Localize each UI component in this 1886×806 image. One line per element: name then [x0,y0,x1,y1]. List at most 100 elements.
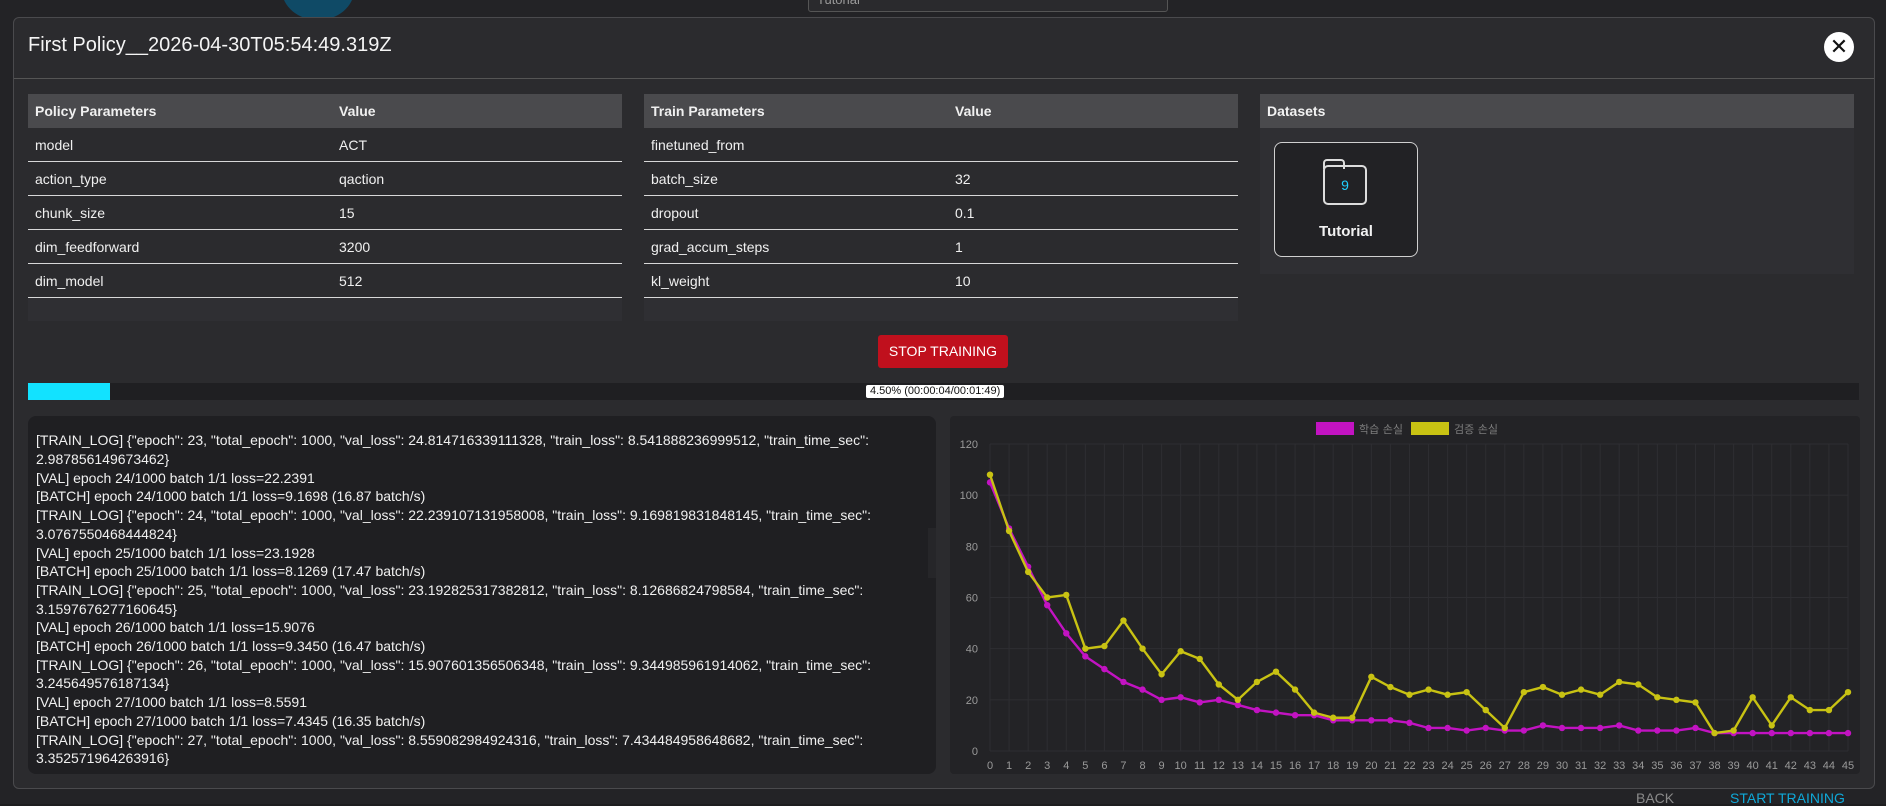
log-line: [TRAIN_LOG] {"epoch": 25, "total_epoch":… [36,581,868,617]
log-scrollbar[interactable] [928,528,936,578]
y-tick-label: 0 [972,746,978,758]
data-point [1215,696,1222,704]
dataset-card[interactable]: 9 Tutorial [1274,142,1418,257]
data-point [1692,699,1699,706]
x-tick-label: 34 [1632,760,1644,772]
data-point [1234,701,1242,709]
y-tick-label: 120 [960,439,978,451]
data-point [1387,683,1394,691]
log-line: [TRAIN_LOG] {"epoch": 26, "total_epoch":… [36,656,875,692]
table-row: chunk_size 15 [28,195,622,230]
param-key: kl_weight [644,263,948,298]
data-point [1272,668,1280,675]
data-point [1482,724,1489,732]
x-tick-label: 28 [1518,760,1530,772]
table-row: batch_size 32 [644,161,1238,196]
y-tick-label: 20 [966,695,978,707]
data-point [1253,678,1261,686]
y-tick-label: 80 [966,541,978,553]
param-value: 15 [332,195,622,230]
training-log[interactable]: [TRAIN_LOG] {"epoch": 23, "total_epoch":… [28,416,936,774]
log-line: [VAL] epoch 25/1000 batch 1/1 loss=23.19… [36,544,315,561]
log-line: [VAL] epoch 27/1000 batch 1/1 loss=8.559… [36,694,308,711]
log-line: [VAL] epoch 24/1000 batch 1/1 loss=22.23… [36,469,315,486]
loss-chart: 0 20 40 60 80 100 120 0 1 2 3 4 5 6 7 8 9 10 11 12 13 14 15 16 1… [950,416,1860,774]
data-point [1425,686,1432,693]
log-line: [BATCH] epoch 25/1000 batch 1/1 loss=8.1… [36,563,426,580]
data-point [1673,696,1680,704]
param-value: 3200 [332,229,622,264]
x-tick-label: 39 [1727,760,1739,772]
policy-value-header: Value [332,94,622,128]
train-params-table: Train Parameters Value finetuned_from ba… [644,94,1238,298]
y-tick-label: 60 [966,593,978,605]
policy-params-header: Policy Parameters [28,94,332,128]
data-point [1654,694,1661,701]
x-tick-label: 13 [1232,760,1244,772]
legend-label: 학습 손실 [1359,423,1403,436]
data-point [1120,678,1127,686]
x-tick-label: 37 [1689,760,1701,772]
x-tick-label: 23 [1422,760,1434,772]
table-row: dropout 0.1 [644,195,1238,230]
data-point [1368,673,1375,681]
datasets-title: Datasets [1260,94,1854,128]
x-tick-label: 14 [1251,760,1263,772]
x-tick-label: 29 [1537,760,1549,772]
x-tick-label: 15 [1270,760,1282,772]
data-point [1749,729,1756,737]
log-line: [BATCH] epoch 27/1000 batch 1/1 loss=7.4… [36,712,426,729]
data-point [1654,727,1661,734]
data-point [1387,717,1394,724]
data-point [1596,691,1604,698]
y-tick-label: 40 [966,644,978,656]
data-point [1806,729,1814,737]
data-point [1101,665,1108,673]
data-point [1406,691,1413,698]
x-tick-label: 41 [1766,760,1778,772]
back-button[interactable]: BACK [1636,790,1675,806]
data-point [1768,722,1775,729]
stop-training-button[interactable]: STOP TRAINING [878,335,1008,368]
table-row: dim_feedforward 3200 [28,229,622,264]
data-point [1063,630,1070,637]
data-point [1520,727,1528,734]
data-point [1749,694,1756,701]
data-point [1349,714,1356,721]
background-search-input[interactable]: Tutorial [808,0,1168,12]
series-line-1 [988,474,1849,735]
data-point [1044,601,1051,609]
close-icon[interactable]: ✕ [1824,32,1854,62]
data-point [1482,706,1489,714]
start-training-button[interactable]: START TRAINING [1730,790,1845,806]
x-tick-label: 1 [1006,760,1012,772]
policy-params-table: Policy Parameters Value model ACT action_… [28,94,622,298]
data-point [1406,719,1413,727]
data-point [1558,724,1566,732]
progress-fill [28,383,111,400]
data-point [1730,727,1737,734]
policy-params-panel: Policy Parameters Value model ACT action_… [28,94,622,321]
data-point [1120,617,1127,624]
table-row: dim_model 512 [28,263,622,298]
data-point [1005,527,1013,535]
x-tick-label: 31 [1575,760,1587,772]
data-point [1158,696,1165,704]
param-key: chunk_size [28,195,332,230]
train-params-header: Train Parameters [644,94,948,128]
x-tick-label: 21 [1384,760,1396,772]
param-value [948,128,1238,162]
data-point [1272,709,1280,716]
x-tick-label: 8 [1139,760,1145,772]
x-tick-label: 45 [1842,760,1854,772]
table-row: kl_weight 10 [644,263,1238,298]
x-tick-label: 0 [987,760,993,772]
x-tick-label: 16 [1289,760,1301,772]
x-tick-label: 44 [1823,760,1835,772]
data-point [986,471,994,478]
param-key: dim_model [28,263,332,298]
x-tick-label: 3 [1044,760,1050,772]
datasets-panel: Datasets 9 Tutorial [1260,94,1854,274]
x-tick-label: 27 [1499,760,1511,772]
